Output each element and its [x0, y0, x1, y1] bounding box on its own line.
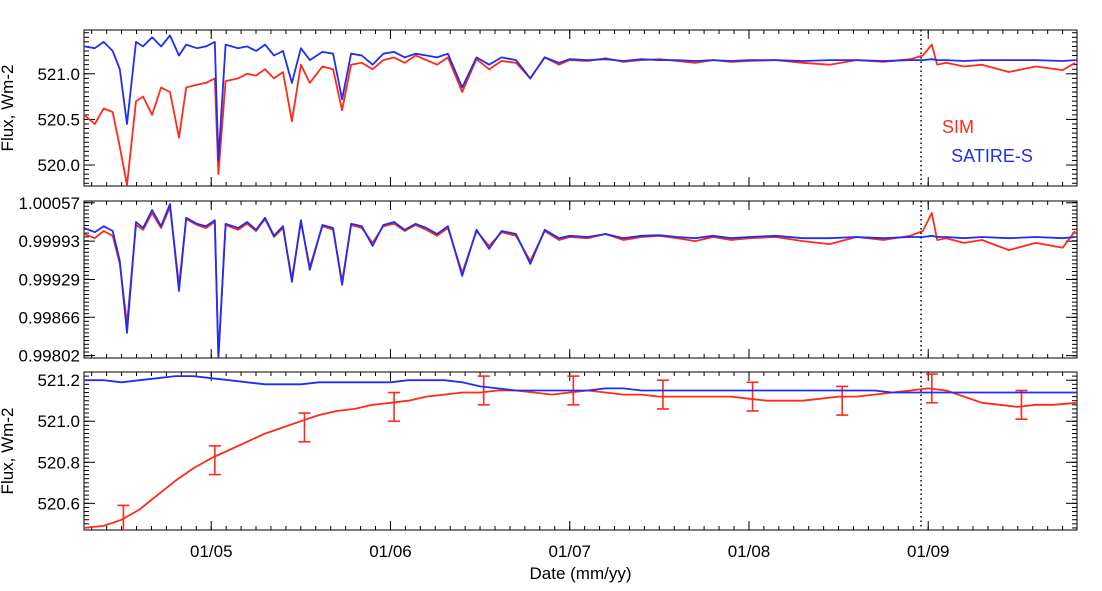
series-line-satire-s: [84, 34, 1076, 162]
x-axis-title: Date (mm/yy): [530, 564, 632, 583]
y-tick-label: 1.00057: [19, 194, 80, 213]
y-tick-label: 0.99866: [19, 308, 80, 327]
y-tick-label: 520.6: [37, 494, 80, 513]
x-tick-label: 01/05: [190, 542, 233, 561]
x-tick-label: 01/09: [907, 542, 950, 561]
y-tick-label: 521.2: [37, 371, 80, 390]
series-line-sim: [84, 387, 1077, 529]
plot-frame: [83, 371, 1078, 531]
legend-entry-sim: SIM: [942, 117, 974, 137]
y-tick-label: 0.99993: [19, 232, 80, 251]
panel-bottom: 520.6 520.8 521.0 521.2 Flux, Wm-2 01/05 01/06…: [0, 371, 1078, 583]
y-tick-label: 520.8: [37, 453, 80, 472]
legend-entry-satire-s: SATIRE-S: [951, 146, 1033, 166]
series-line-sim: [84, 43, 1076, 186]
x-tick-label: 01/06: [369, 542, 412, 561]
plot-frame: [83, 200, 1078, 359]
y-axis-title: Flux, Wm-2: [0, 65, 17, 152]
x-tick-label: 01/08: [728, 542, 771, 561]
x-tick-label: 01/07: [548, 542, 591, 561]
panel-middle: 1.00057 0.99993 0.99929 0.99866 0.99802: [19, 194, 1078, 366]
y-tick-label: 520.5: [37, 110, 80, 129]
y-tick-label: 0.99929: [19, 271, 80, 290]
series-group: [84, 34, 1076, 186]
panel-top: 520.0 520.5 521.0 Flux, Wm-2 SIM SATIRE-S: [0, 29, 1078, 187]
series-group: [84, 203, 1076, 358]
y-tick-label: 0.99802: [19, 347, 80, 366]
y-tick-label: 520.0: [37, 156, 80, 175]
series-line-satire-s: [84, 203, 1076, 358]
series-line-sim: [84, 206, 1076, 358]
y-axis-title: Flux, Wm-2: [0, 408, 17, 495]
series-line-satire-s: [84, 375, 1077, 394]
y-tick-label: 521.0: [37, 412, 80, 431]
plot-frame: [83, 29, 1078, 187]
series-group: [84, 373, 1077, 530]
y-tick-label: 521.0: [37, 65, 80, 84]
